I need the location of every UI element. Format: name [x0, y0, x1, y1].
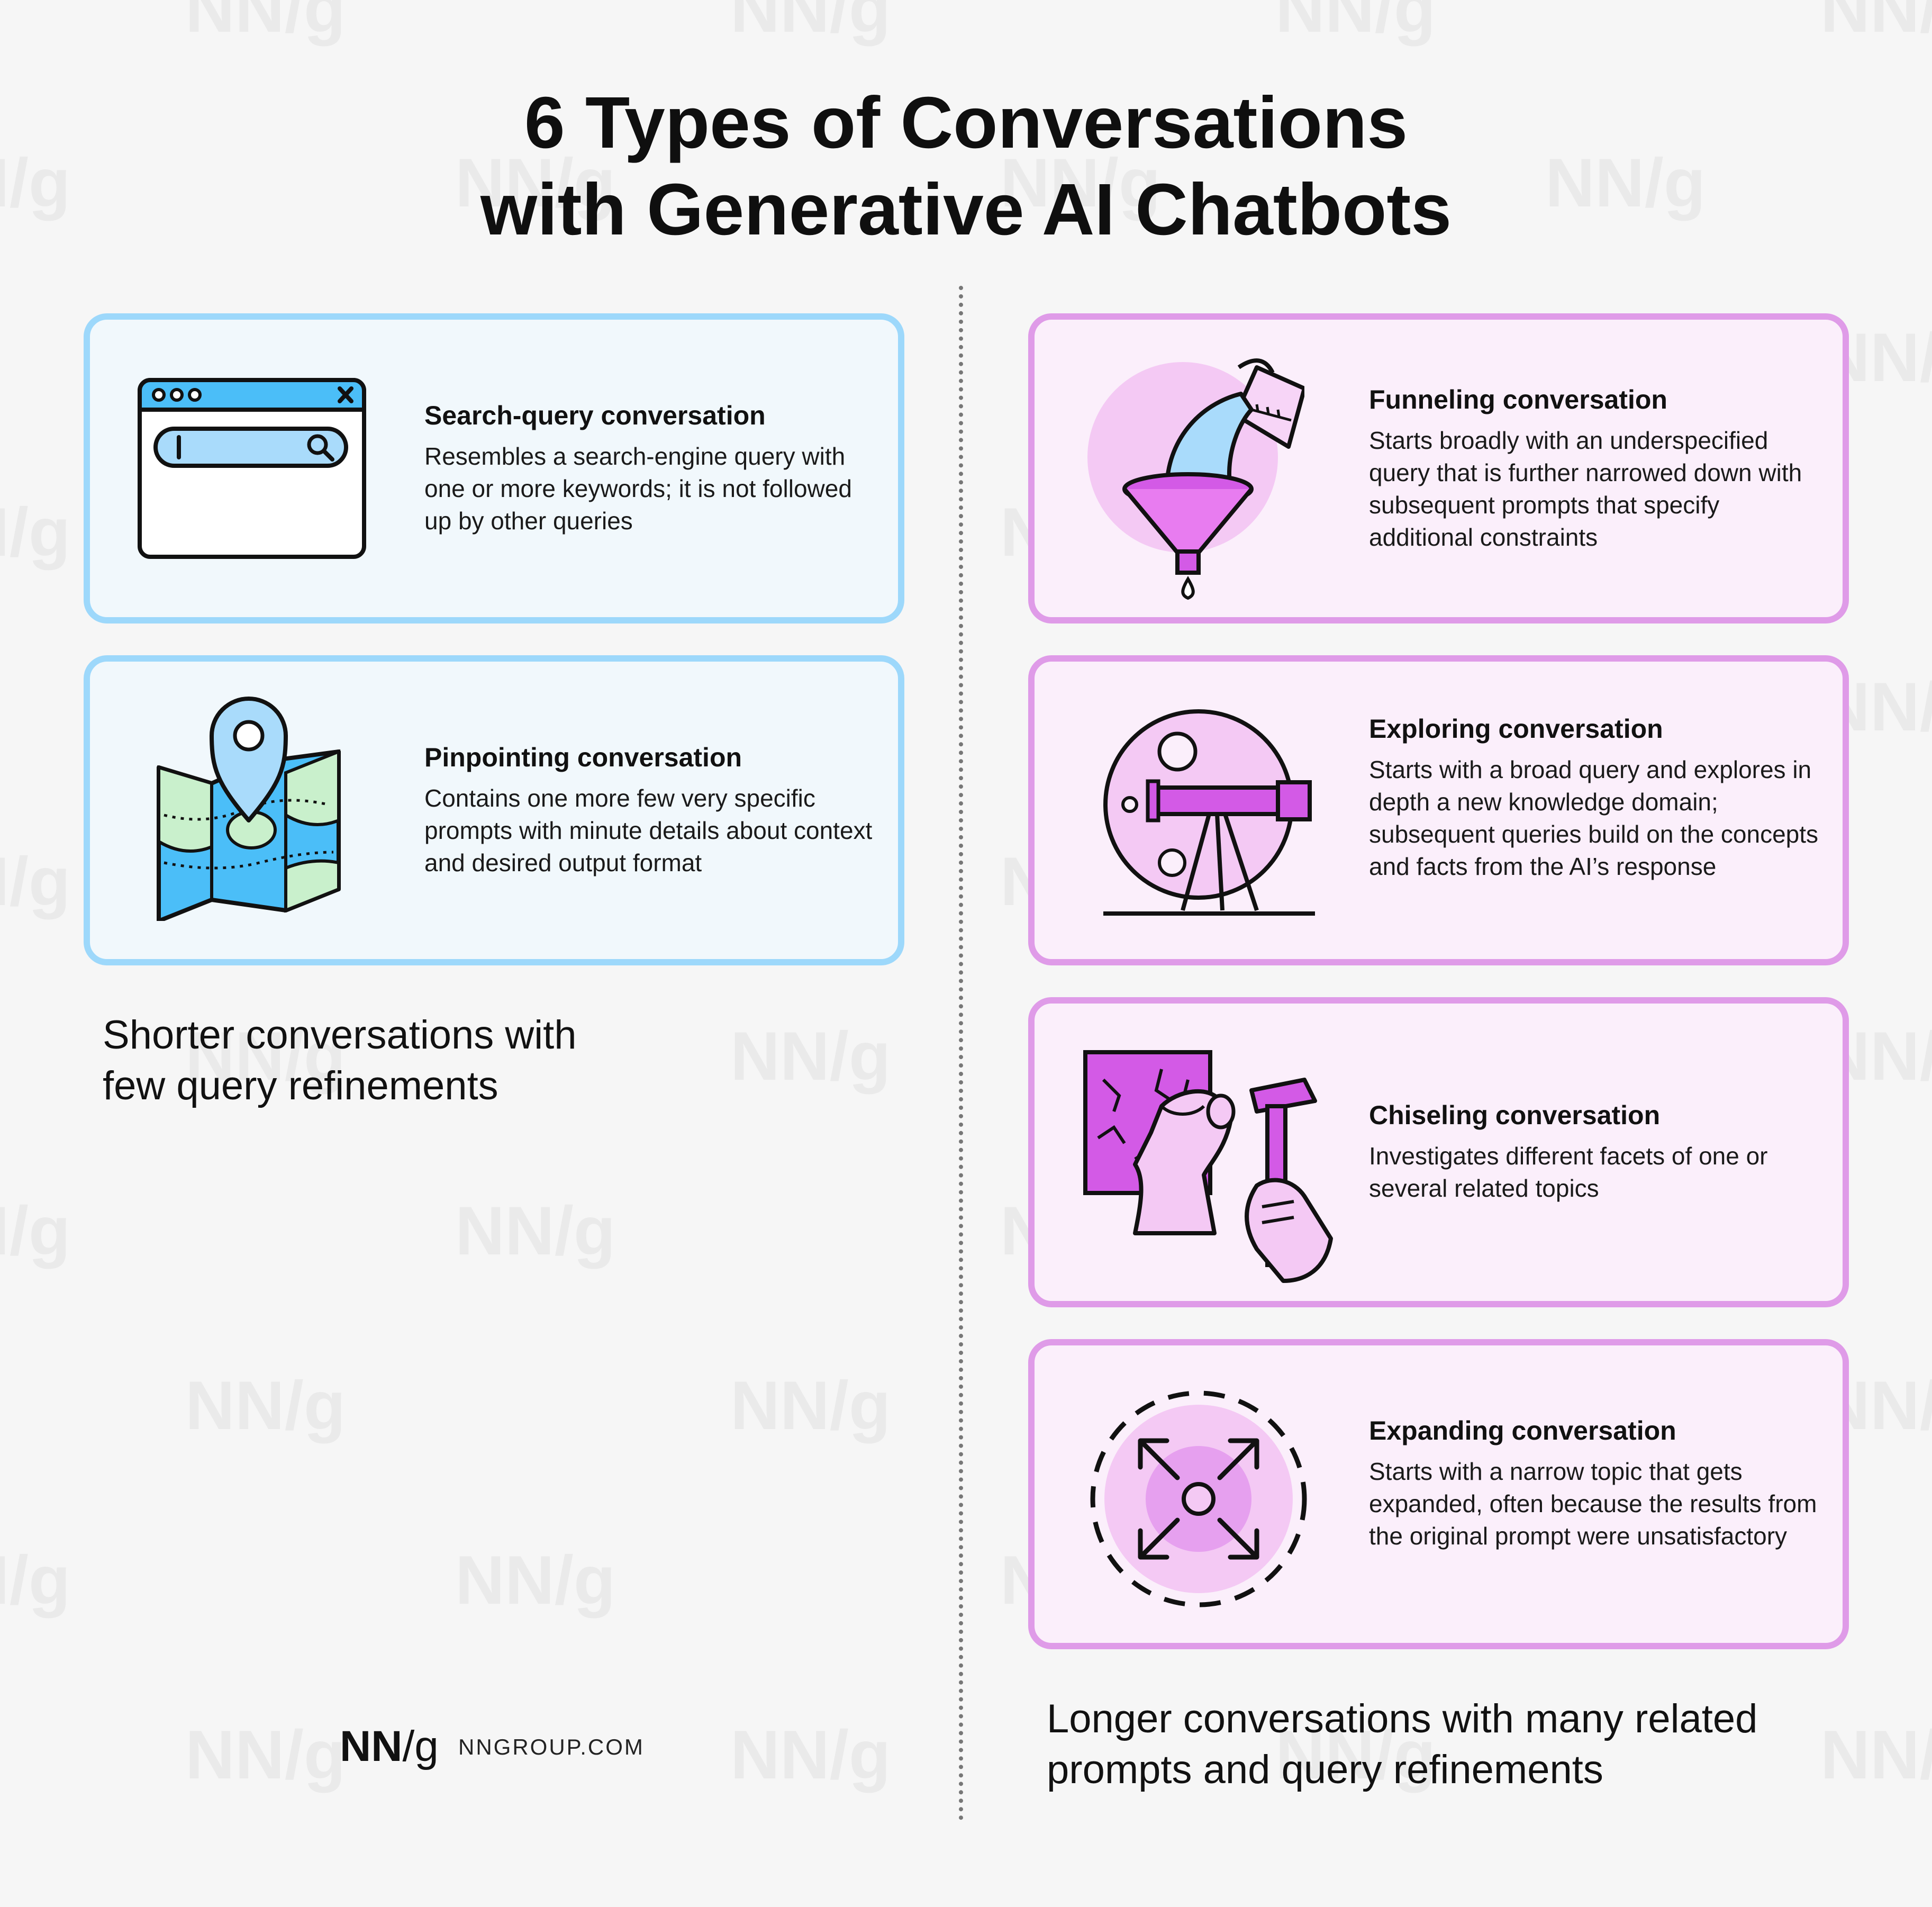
title-line-1: 6 Types of Conversations — [524, 82, 1408, 164]
card-text: Search-query conversation Resembles a se… — [424, 399, 879, 537]
card-description: Contains one more few very specific prom… — [424, 784, 873, 876]
watermark-text: NN/g — [0, 1192, 70, 1269]
watermark-text: NN/g — [730, 0, 891, 47]
card-chiseling: Chiseling conversation Investigates diff… — [1028, 997, 1849, 1307]
card-text: Funneling conversation Starts broadly wi… — [1369, 383, 1824, 554]
card-description: Starts broadly with an underspecified qu… — [1369, 427, 1802, 551]
card-expanding: Expanding conversation Starts with a nar… — [1028, 1339, 1849, 1649]
map-pin-icon — [157, 697, 341, 921]
watermark-text: NN/g — [455, 1541, 615, 1619]
chisel-hammer-icon — [1083, 1050, 1333, 1283]
watermark-text: NN/g — [0, 493, 70, 571]
title-line-2: with Generative AI Chatbots — [480, 169, 1452, 250]
card-description: Investigates different facets of one or … — [1369, 1142, 1768, 1202]
short-label-line-1: Shorter conversations with — [103, 1013, 577, 1058]
telescope-icon — [1103, 709, 1315, 916]
logo-slash: / — [402, 1722, 415, 1770]
card-title: Funneling conversation — [1369, 385, 1667, 414]
card-title: Exploring conversation — [1369, 714, 1663, 744]
logo-g: g — [414, 1722, 439, 1770]
card-description: Starts with a narrow topic that gets exp… — [1369, 1458, 1817, 1550]
watermark-text: NN/g — [0, 843, 70, 920]
card-title: Search-query conversation — [424, 401, 766, 430]
long-conversations-label: Longer conversations with many related p… — [1047, 1694, 1757, 1795]
card-description: Starts with a broad query and explores i… — [1369, 756, 1819, 880]
long-label-line-2: prompts and query refinements — [1047, 1747, 1603, 1792]
page-title: 6 Types of Conversations with Generative… — [0, 79, 1932, 253]
watermark-text: NN/g — [0, 1541, 70, 1619]
watermark-text: NN/g — [1820, 0, 1932, 47]
card-title: Expanding conversation — [1369, 1416, 1676, 1445]
browser-search-icon — [138, 378, 366, 559]
watermark-text: NN/g — [1820, 1716, 1932, 1793]
watermark-text: NN/g — [185, 1716, 346, 1793]
logo-nn: NN — [340, 1722, 403, 1770]
expand-arrows-icon — [1090, 1390, 1307, 1607]
card-text: Expanding conversation Starts with a nar… — [1369, 1414, 1824, 1552]
watermark-text: NN/g — [1275, 0, 1436, 47]
nng-logo: NN/g — [340, 1720, 439, 1773]
card-title: Pinpointing conversation — [424, 743, 742, 772]
funnel-icon — [1087, 358, 1304, 600]
nng-url: NNGROUP.COM — [458, 1734, 645, 1759]
watermark-text: NN/g — [730, 1017, 891, 1095]
card-description: Resembles a search-engine query with one… — [424, 442, 852, 535]
card-exploring: Exploring conversation Starts with a bro… — [1028, 655, 1849, 965]
watermark-text: NN/g — [185, 1367, 346, 1444]
card-pinpointing: Pinpointing conversation Contains one mo… — [84, 655, 904, 965]
card-text: Chiseling conversation Investigates diff… — [1369, 1099, 1824, 1205]
watermark-text: NN/g — [455, 1192, 615, 1269]
short-conversations-label: Shorter conversations with few query ref… — [103, 1010, 577, 1111]
watermark-text: NN/g — [730, 1716, 891, 1793]
watermark-text: NN/g — [730, 1367, 891, 1444]
card-title: Chiseling conversation — [1369, 1100, 1661, 1130]
center-divider — [959, 286, 963, 1821]
short-label-line-2: few query refinements — [103, 1063, 498, 1108]
card-text: Pinpointing conversation Contains one mo… — [424, 741, 879, 879]
card-funneling: Funneling conversation Starts broadly wi… — [1028, 313, 1849, 623]
watermark-text: NN/g — [185, 0, 346, 47]
card-text: Exploring conversation Starts with a bro… — [1369, 712, 1824, 883]
card-search-query: Search-query conversation Resembles a se… — [84, 313, 904, 623]
long-label-line-1: Longer conversations with many related — [1047, 1696, 1758, 1741]
